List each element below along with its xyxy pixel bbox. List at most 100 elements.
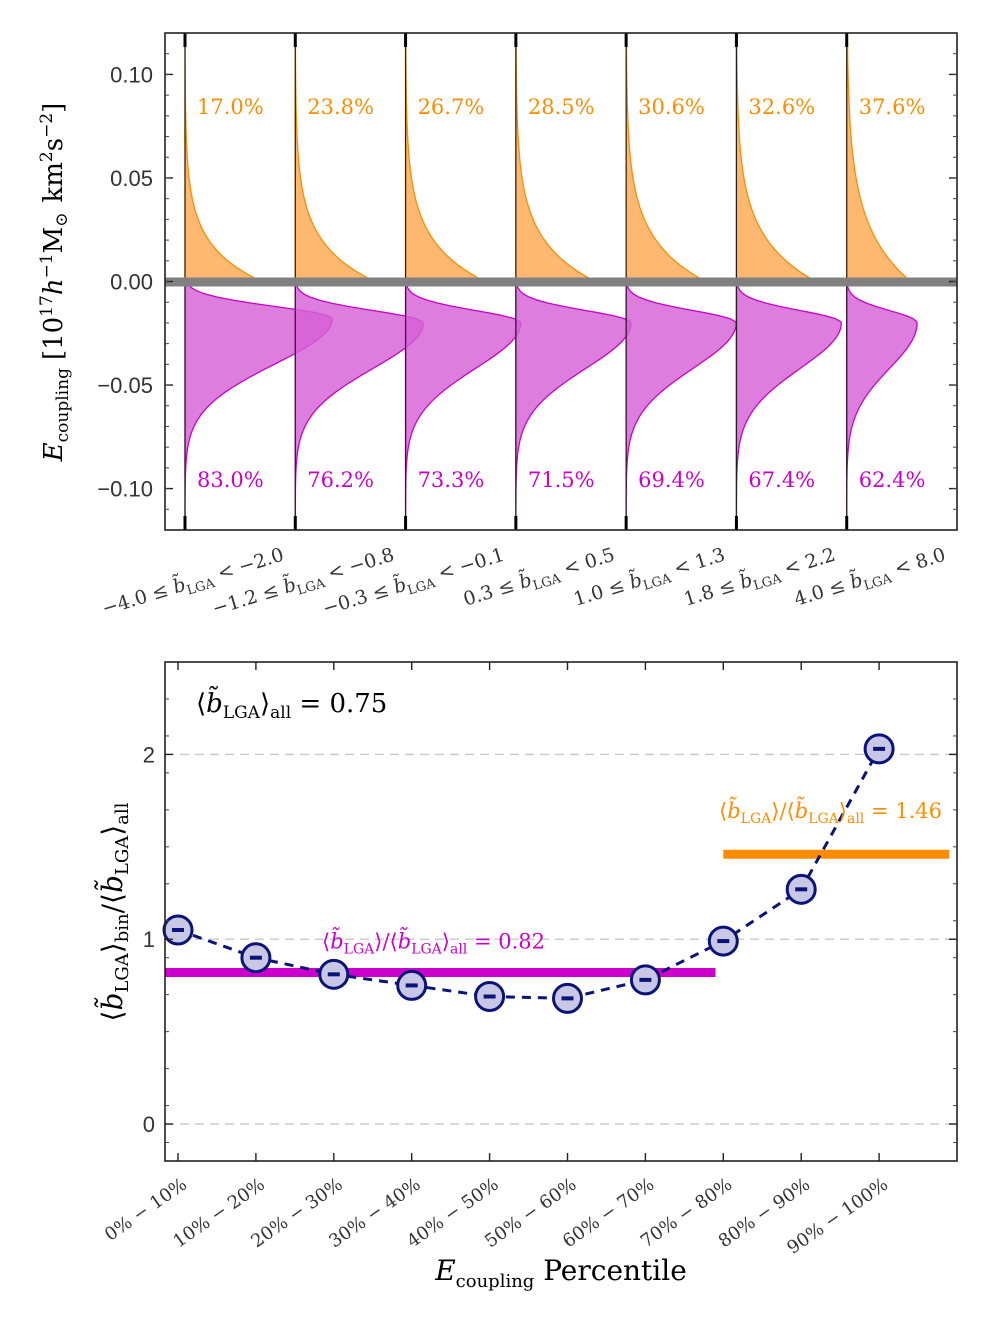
negative-percent-label: 83.0% [197,468,264,492]
bylabel-sub: LGA [112,952,133,992]
hl0-eq: = 0.82 [467,929,545,953]
hl1-eq: = 1.46 [864,799,942,823]
positive-percent-label: 28.5% [528,95,595,119]
violin-negative [735,280,842,531]
hl0-sub2: LGA [411,941,442,957]
top-panel: 17.0% 83.0% 23.8% 76.2% 26.7% 73.3% 28.5% 71.5%… [37,32,958,620]
bxlabel-sym: E [434,1254,455,1287]
bin-average-lines [165,849,950,977]
ann-open: ⟨ [196,689,206,719]
y-tick-label: 2 [143,742,155,767]
violin-positive [294,36,375,283]
bylabel-open2: ⟨ [96,893,129,904]
bylabel-b2: b̃ [94,875,129,893]
hl0-b2: b̃ [398,927,411,954]
positive-percent-label: 30.6% [638,95,705,119]
violin-positive [404,36,486,283]
negative-percent-label: 67.4% [748,468,815,492]
violin-positive [184,36,263,283]
ann-b: b̃ [206,685,223,719]
positive-percent-label: 23.8% [307,95,374,119]
violin-negative [515,280,632,531]
magenta-line-label: ⟨b̃LGA⟩/⟨b̃LGA⟩all = 0.82 [322,927,545,958]
bottom-y-axis-label: ⟨b̃LGA⟩bin/⟨b̃LGA⟩all [94,802,133,1021]
hl0-sub: LGA [344,941,375,957]
hl1-all: all [847,811,865,827]
bxlabel-sub: coupling [456,1271,535,1292]
ylabel-close: ] [39,103,69,113]
ylabel-sun: ⊙ [52,212,72,226]
top-x-tick-labels: −4.0 ≤ b̃LGA < −2.0−1.2 ≤ b̃LGA < −0.8−0… [99,544,948,620]
hl0-slash: / [382,929,390,953]
percent-labels: 17.0% 83.0% 23.8% 76.2% 26.7% 73.3% 28.5% 71.5%… [197,95,925,492]
hl1-close: ⟩ [771,799,779,823]
hl0-open: ⟨ [322,929,330,953]
hl1-slash: / [779,799,787,823]
y-tick-label: −0.10 [97,477,153,502]
bottom-panel-annotation: ⟨b̃LGA⟩all = 0.75 [196,685,387,723]
hl1-b2: b̃ [795,797,808,824]
ylabel-exp3: 2 [37,151,57,162]
violin-positive [735,36,819,283]
negative-percent-label: 71.5% [528,468,595,492]
bylabel-b: b̃ [94,993,129,1011]
y-tick-label: 0.10 [110,62,153,87]
bylabel-close: ⟩ [96,942,129,953]
hl1-open2: ⟨ [787,799,795,823]
hl0-close: ⟩ [374,929,382,953]
hl0-close2: ⟩ [442,929,450,953]
ylabel-h: h [39,278,69,295]
bylabel-bin: bin [112,913,133,942]
positive-percent-label: 26.7% [418,95,485,119]
ylabel-s: s [39,138,69,151]
hl0-all: all [450,941,468,957]
ann-eq: = 0.75 [291,689,387,719]
hl1-close2: ⟩ [839,799,847,823]
y-tick-label: 1 [143,927,155,952]
hl1-sub2: LGA [808,811,839,827]
ylabel-symbol: E [39,442,69,462]
bottom-panel: 012 0% − 10%10% − 20%20% − 30%30% − 40%4… [94,661,958,1292]
hl1-sub: LGA [741,811,772,827]
bylabel-sub-2: LGA [112,835,133,875]
series-line [177,748,881,1000]
ann-sub2: all [270,703,291,723]
negative-percent-label: 76.2% [307,468,374,492]
y-tick-label: 0 [143,1112,155,1137]
y-tick-label: 0.05 [110,166,153,191]
ylabel-subscript: coupling [53,368,73,442]
violin-positive [625,36,709,283]
negative-percent-label: 69.4% [638,468,705,492]
bottom-gridlines [165,753,957,1125]
bottom-y-ticks: 0 1 2 [143,698,957,1144]
positive-percent-label: 32.6% [748,95,815,119]
negative-percent-label: 62.4% [859,468,926,492]
bxlabel-rest: Percentile [534,1254,686,1287]
data-points [162,733,895,1014]
bylabel-all: all [112,802,133,824]
violin-positive [515,36,596,283]
positive-percent-label: 37.6% [859,95,926,119]
hl0-b: b̃ [330,927,343,954]
top-y-axis-label: Ecoupling [1017h−1M⊙ km2s−2] [37,103,73,463]
violin-negative [846,280,918,531]
ann-sub: LGA [223,703,261,723]
bottom-x-tick-labels: 0% − 10%10% − 20%20% − 30%30% − 40%40% −… [101,662,892,1259]
y-tick-label: −0.05 [97,373,153,398]
hl1-b: b̃ [727,797,740,824]
ylabel-km: km [39,162,69,202]
violin-group [183,33,918,531]
ylabel-unit: [10 [39,317,69,360]
hl1-open: ⟨ [719,799,727,823]
violin-negative [404,280,522,531]
ylabel-exp4: −2 [37,113,57,138]
hl0-open2: ⟨ [390,929,398,953]
violin-positive [846,36,913,283]
negative-percent-label: 73.3% [418,468,485,492]
bylabel-open: ⟨ [96,1011,129,1022]
ann-close: ⟩ [260,689,270,719]
positive-percent-label: 17.0% [197,95,264,119]
top-y-ticks: 0.10 0.05 0.00 −0.05 −0.10 [97,53,957,510]
orange-line-label: ⟨b̃LGA⟩/⟨b̃LGA⟩all = 1.46 [719,797,942,828]
